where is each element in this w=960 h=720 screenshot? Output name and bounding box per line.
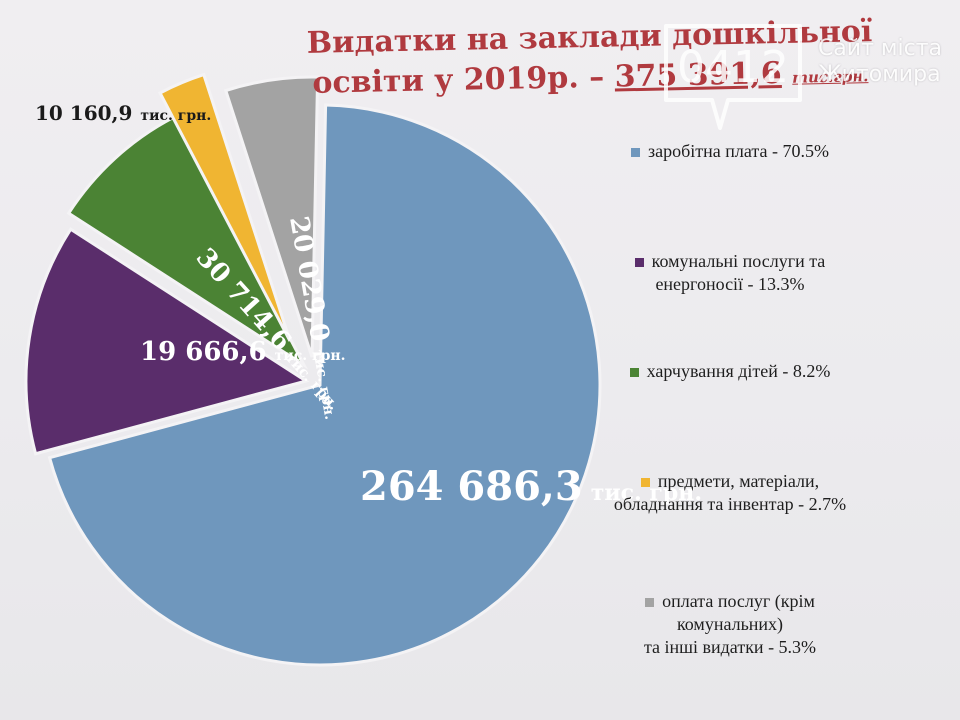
pie-slice-4 xyxy=(223,75,320,358)
legend-label-4-0: оплата послуг (крім xyxy=(662,591,815,611)
legend-label-0-0: заробітна плата - 70.5% xyxy=(648,141,829,161)
legend-label-1-1: енергоносії - 13.3% xyxy=(655,274,805,294)
watermark-line-2: Житомира xyxy=(817,62,941,87)
legend-swatch-2 xyxy=(629,368,639,378)
pin-logo-icon: 0412 xyxy=(663,24,802,130)
site-watermark: 0412 Сайт міста Житомира xyxy=(658,18,942,134)
title-prefix: освіти у 2019р. – xyxy=(312,59,616,101)
svg-text:19 666,6тис. грн.: 19 666,6 тис. грн. xyxy=(140,337,345,367)
legend-label-4-2: та інші видатки - 5.3% xyxy=(643,637,817,657)
slice-value-1: 19 666,6 xyxy=(140,337,267,367)
slice-label-3: 10 160,9 тис. грн. xyxy=(35,101,211,125)
legend-label-3-0: предмети, матеріали, xyxy=(657,471,820,491)
slice-value-0: 264 686,3 xyxy=(360,463,583,510)
pie-slice-3 xyxy=(158,72,292,342)
slice-value-3: 10 160,9 xyxy=(35,101,132,125)
legend-swatch-0 xyxy=(631,148,641,158)
legend-swatch-4 xyxy=(645,598,655,608)
legend-label-2-0: харчування дітей - 8.2% xyxy=(646,361,831,381)
legend-item-0: заробітна плата - 70.5% xyxy=(560,140,900,163)
slice-unit-3: тис. грн. xyxy=(140,108,211,124)
pie-slice-0 xyxy=(47,103,602,667)
legend-swatch-3 xyxy=(640,478,650,488)
watermark-logo-text: 0412 xyxy=(677,42,789,93)
slice-label-0: 264 686,3 тис. грн. xyxy=(360,463,702,510)
legend-label-4-1: комунальних) xyxy=(676,614,784,634)
watermark-line-1: Сайт міста xyxy=(817,36,942,61)
legend-label-3-1: обладнання та інвентар - 2.7% xyxy=(613,494,847,514)
watermark-text: Сайт міста Житомира xyxy=(818,36,942,88)
slice-label-1: 19 666,6 тис. грн. xyxy=(140,337,345,367)
slice-unit-1: тис. грн. xyxy=(275,348,346,364)
legend-item-4: оплата послуг (крім комунальних) та інші в… xyxy=(560,590,900,659)
pie-slice-1 xyxy=(24,227,310,456)
legend-label-1-0: комунальні послуги та xyxy=(651,251,826,271)
watermark-logo: 0412 xyxy=(658,18,808,134)
legend-item-2: харчування дітей - 8.2% xyxy=(560,360,900,383)
pie-slice-2 xyxy=(66,114,308,370)
legend-swatch-1 xyxy=(634,258,644,268)
legend-item-3: предмети, матеріали, обладнання та інвент… xyxy=(560,470,900,516)
legend-item-1: комунальні послуги та енергоносії - 13.3% xyxy=(560,250,900,296)
